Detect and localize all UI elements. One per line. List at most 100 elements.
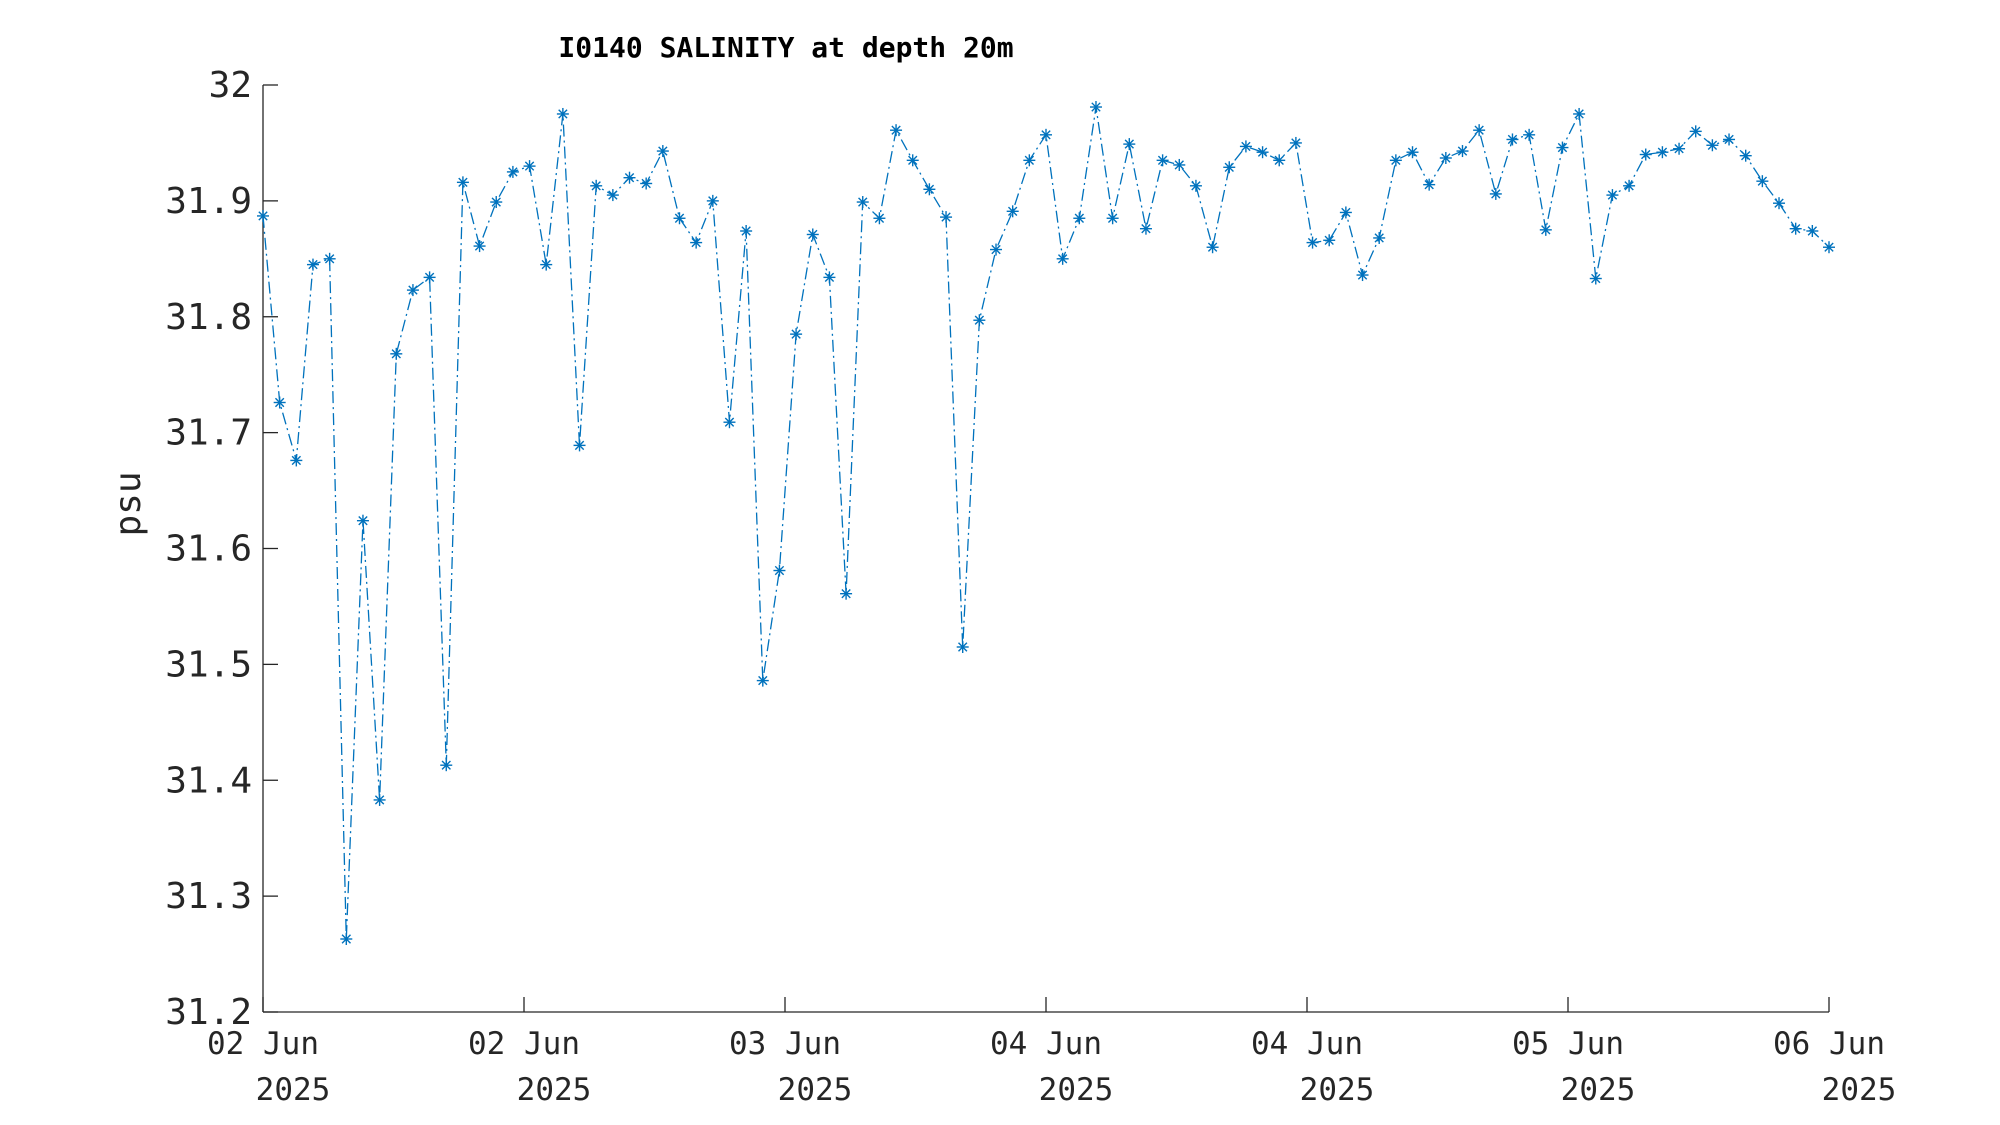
y-tick-label: 31.3 [165, 876, 252, 917]
data-point [373, 793, 386, 806]
data-point [1089, 101, 1102, 114]
series-line [262, 106, 1830, 940]
data-point [1706, 139, 1719, 152]
data-point [273, 396, 286, 409]
axes: 31.2 31.3 31.4 31.5 31.6 31.7 31.8 31.9 32 02 Jun… [165, 65, 1896, 1108]
data-point [540, 258, 553, 271]
data-point [1773, 197, 1786, 210]
data-point [1489, 187, 1502, 200]
data-point [1523, 128, 1536, 141]
y-axis-label: psu [108, 471, 149, 536]
data-point [1123, 138, 1136, 151]
data-point [790, 328, 803, 341]
data-point [990, 243, 1003, 256]
data-point [1256, 146, 1269, 159]
data-point [856, 196, 869, 209]
data-point [1406, 146, 1419, 159]
data-point [1439, 152, 1452, 165]
data-point [823, 271, 836, 284]
data-point [1273, 154, 1286, 167]
data-point [1323, 234, 1336, 247]
x-tick-label-date: 05 Jun [1512, 1026, 1624, 1062]
data-point [1156, 154, 1169, 167]
data-point [323, 252, 336, 265]
data-point [257, 209, 269, 222]
y-tick-label: 31.9 [165, 181, 252, 222]
data-point [1823, 241, 1835, 254]
data-point [1756, 175, 1769, 188]
data-point [1289, 136, 1302, 149]
data-point [1589, 272, 1602, 285]
y-tick-label: 31.2 [165, 992, 252, 1033]
data-point [1673, 142, 1686, 155]
data-point [1356, 269, 1369, 282]
data-point [756, 674, 769, 687]
data-point [1539, 223, 1552, 236]
x-tick-label-date: 04 Jun [990, 1026, 1102, 1062]
data-point [706, 194, 719, 207]
data-point [1789, 222, 1802, 235]
data-point [1656, 146, 1669, 159]
data-point [1073, 212, 1086, 225]
data-point [1306, 236, 1319, 249]
data-point [306, 258, 319, 271]
data-point [456, 176, 469, 189]
data-point [840, 587, 853, 600]
y-tick-label: 31.4 [165, 760, 252, 801]
data-point [940, 211, 953, 224]
y-tick-label: 31.5 [165, 644, 252, 685]
y-tick-label: 31.8 [165, 297, 252, 338]
data-point [1339, 206, 1352, 219]
data-point [673, 212, 686, 225]
series-layer [257, 101, 1835, 945]
x-tick-label-year: 2025 [1561, 1072, 1636, 1108]
data-point [590, 179, 603, 192]
data-point [1139, 222, 1152, 235]
data-point [440, 759, 453, 772]
data-point [623, 171, 636, 184]
x-tick-label-year: 2025 [1822, 1072, 1897, 1108]
y-tick-label: 31.6 [165, 529, 252, 570]
data-point [1389, 154, 1402, 167]
data-point [1006, 205, 1019, 218]
data-point [1206, 241, 1219, 254]
data-point [406, 284, 419, 297]
data-point [806, 228, 819, 241]
data-point [506, 165, 519, 178]
data-point [423, 271, 436, 284]
data-point [1606, 189, 1619, 202]
data-point [1739, 149, 1752, 162]
data-point [1806, 225, 1819, 238]
data-point [906, 154, 919, 167]
data-point [523, 160, 536, 173]
data-point [490, 196, 503, 209]
data-point [1723, 133, 1736, 146]
data-point [356, 514, 369, 527]
data-point [390, 347, 403, 360]
data-point [1040, 128, 1052, 141]
data-point [1373, 231, 1386, 244]
x-tick-label-date: 04 Jun [1251, 1026, 1363, 1062]
data-point [640, 177, 653, 190]
data-point [973, 314, 986, 327]
data-point [1223, 161, 1236, 174]
x-tick-label-date: 06 Jun [1773, 1026, 1885, 1062]
x-tick-label-year: 2025 [517, 1072, 592, 1108]
x-tick-label-date: 02 Jun [468, 1026, 580, 1062]
data-point [1573, 107, 1586, 120]
data-point [923, 183, 936, 196]
y-tick-label: 31.7 [165, 413, 252, 454]
data-point [1023, 154, 1036, 167]
data-point [1239, 140, 1252, 153]
data-point [740, 225, 753, 238]
data-point [1556, 141, 1569, 154]
data-point [473, 240, 486, 253]
data-point [556, 107, 569, 120]
data-point [1473, 124, 1486, 137]
chart-title: I0140 SALINITY at depth 20m [558, 31, 1013, 64]
data-point [656, 145, 669, 158]
x-tick-label-year: 2025 [256, 1072, 331, 1108]
data-point [1056, 252, 1069, 265]
data-point [1623, 179, 1636, 192]
